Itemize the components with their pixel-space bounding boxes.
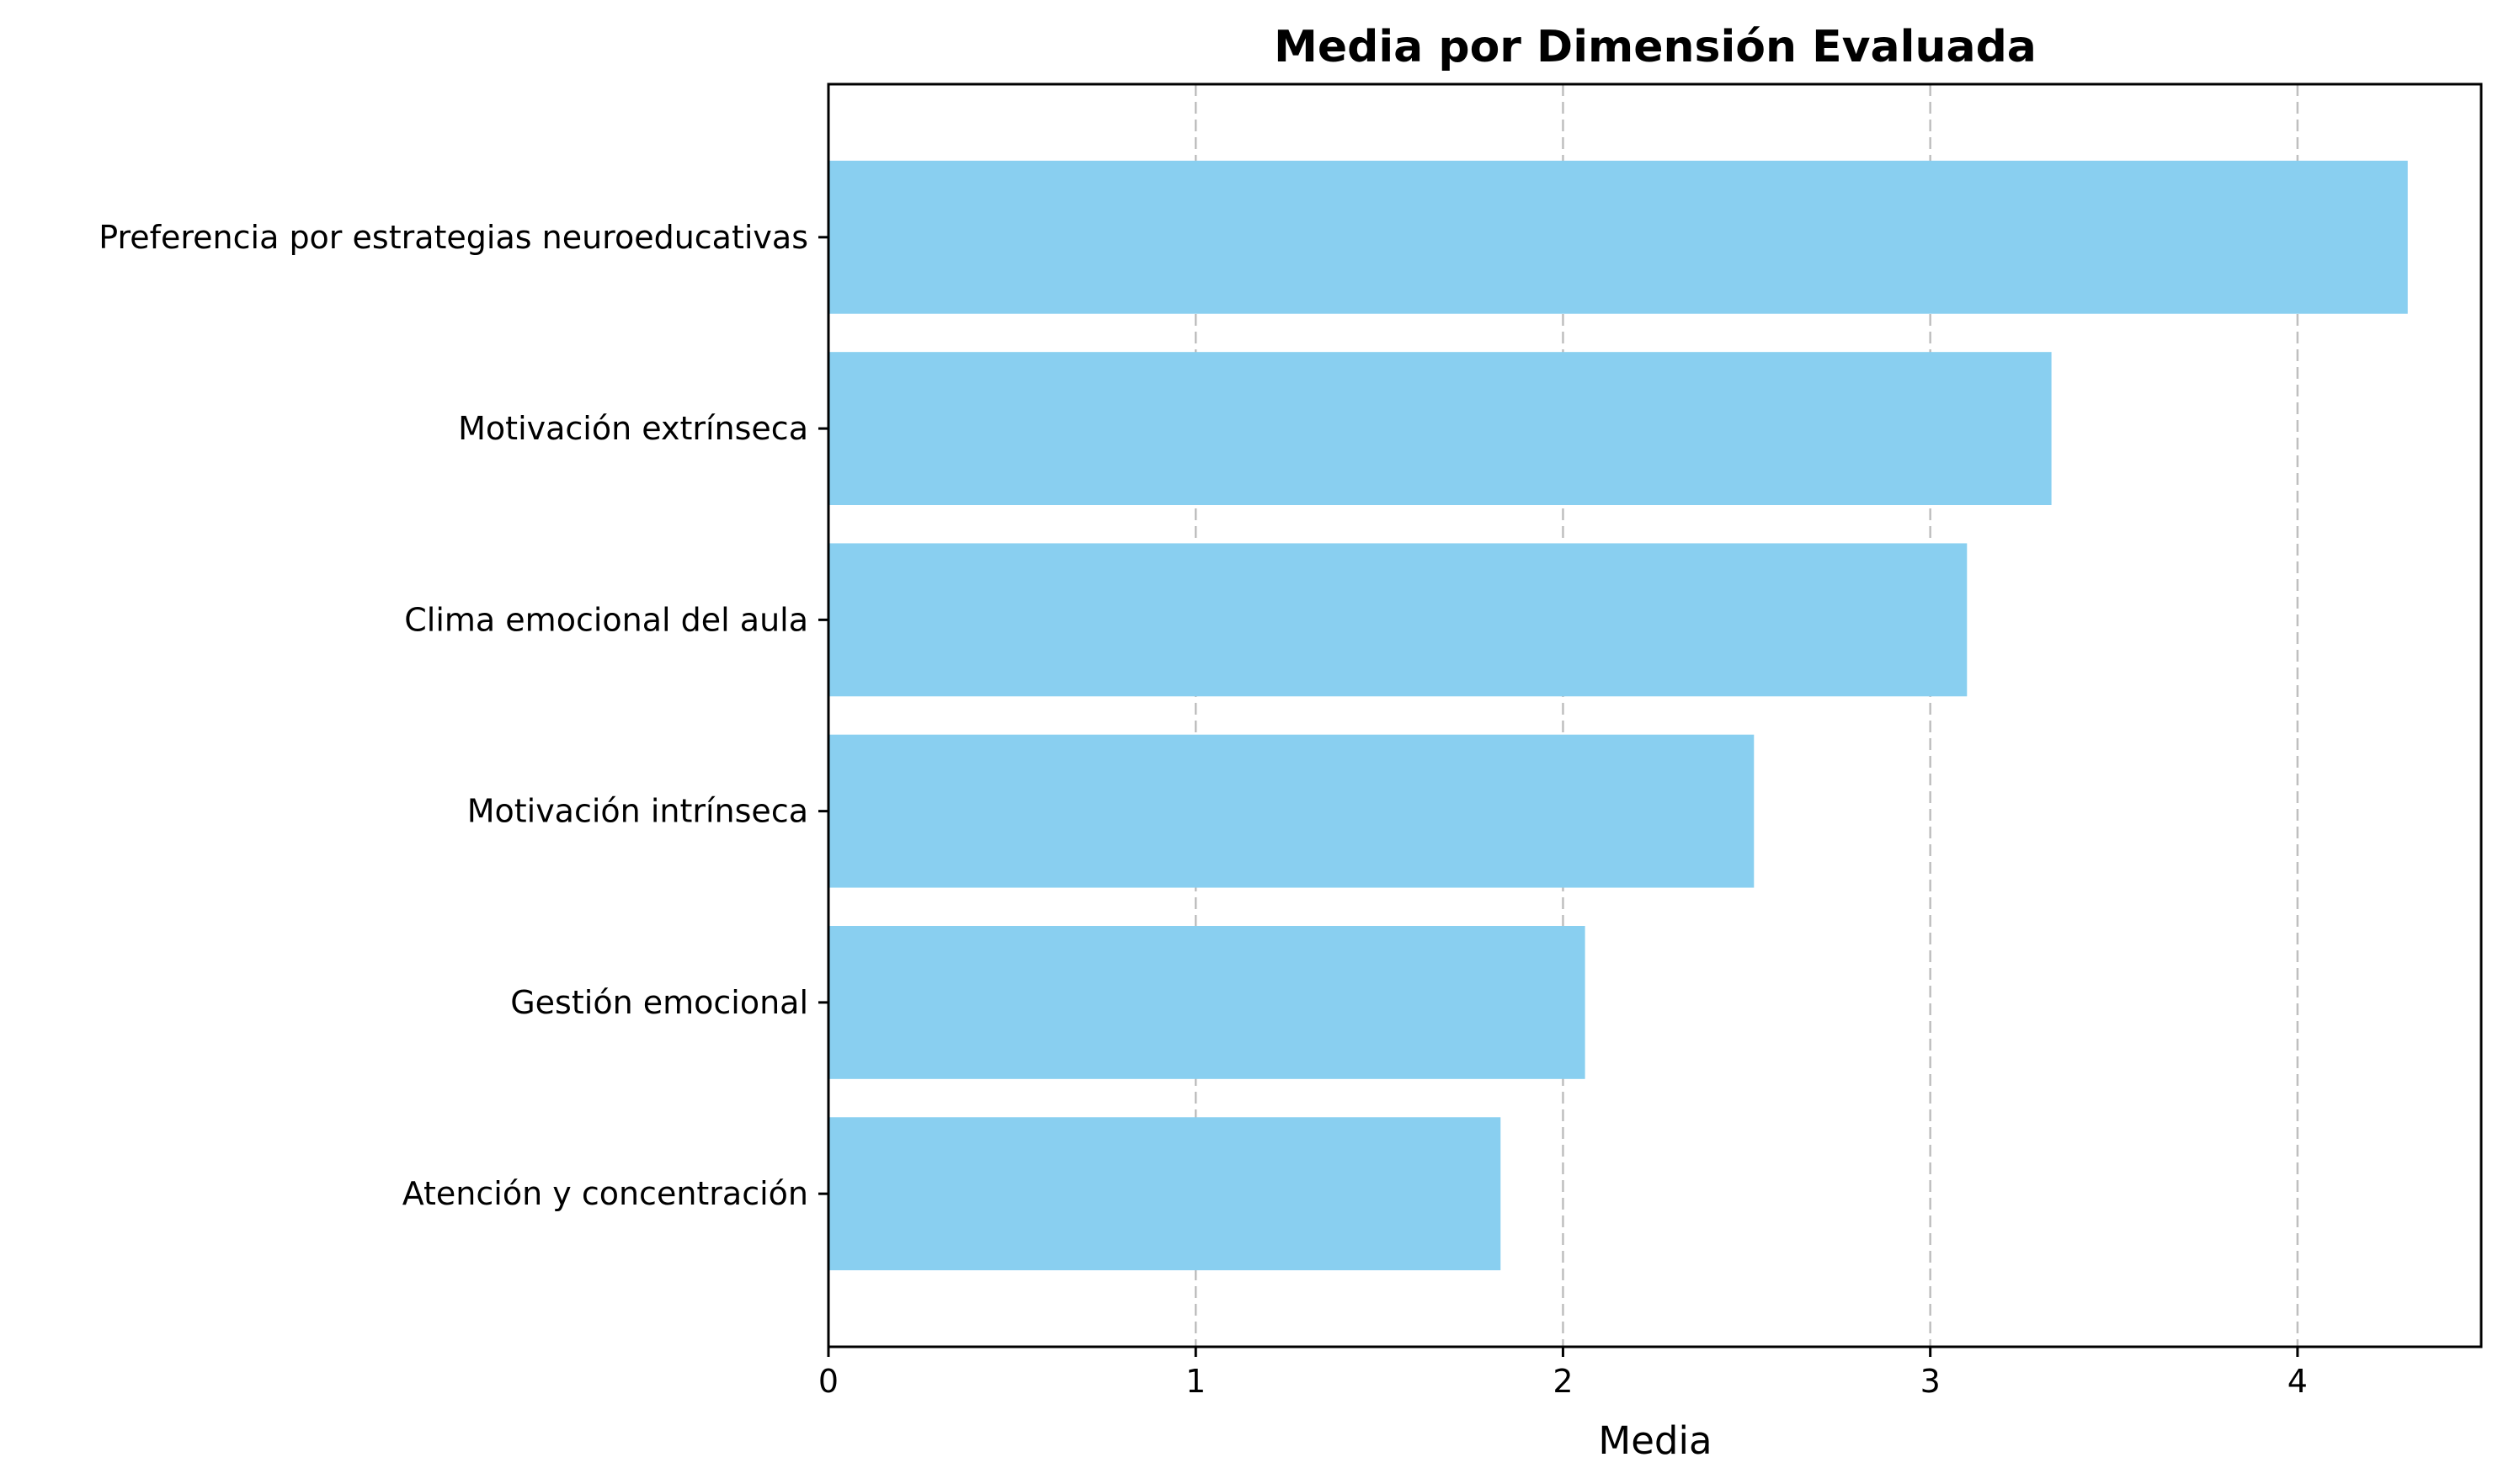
x-axis-label: Media xyxy=(1598,1418,1712,1463)
y-tick-label-4: Gestión emocional xyxy=(510,984,808,1021)
x-tick-label-3: 3 xyxy=(1920,1363,1941,1400)
x-tick-label-0: 0 xyxy=(818,1363,839,1400)
y-axis-ticks: Preferencia por estrategias neuroeducati… xyxy=(99,219,828,1212)
y-tick-label-5: Atención y concentración xyxy=(402,1175,808,1212)
y-tick-label-2: Clima emocional del aula xyxy=(404,601,808,638)
y-tick-label-1: Motivación extrínseca xyxy=(458,410,808,447)
bar-4 xyxy=(828,926,1585,1079)
bar-0 xyxy=(828,160,2408,314)
chart-title: Media por Dimensión Evaluada xyxy=(1274,22,2037,72)
x-tick-label-1: 1 xyxy=(1185,1363,1206,1400)
bar-2 xyxy=(828,543,1968,697)
bars xyxy=(828,160,2408,1271)
bar-3 xyxy=(828,734,1755,888)
y-tick-label-0: Preferencia por estrategias neuroeducati… xyxy=(99,219,808,256)
bar-5 xyxy=(828,1117,1501,1271)
plot-frame xyxy=(827,82,2483,1348)
y-tick-label-3: Motivación intrínseca xyxy=(467,793,808,830)
bar-1 xyxy=(828,352,2052,505)
x-tick-label-2: 2 xyxy=(1553,1363,1573,1400)
x-axis-ticks: 0 1 2 3 4 xyxy=(818,1347,2308,1400)
x-tick-label-4: 4 xyxy=(2288,1363,2308,1400)
